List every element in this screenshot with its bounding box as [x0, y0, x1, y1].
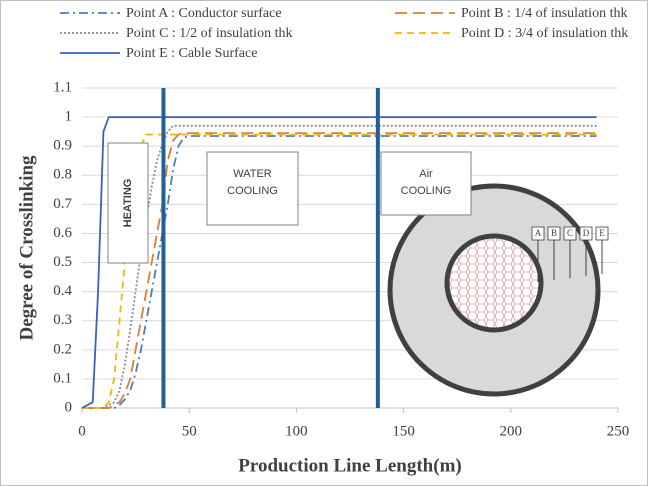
y-axis-label: Degree of Crosslinking — [16, 155, 37, 341]
y-tick-label: 0 — [65, 399, 73, 415]
probe-label: B — [551, 228, 557, 238]
x-axis-label: Production Line Length(m) — [238, 455, 461, 476]
probe-label: D — [583, 228, 590, 238]
y-tick-label: 0.4 — [53, 283, 72, 299]
legend-label: Point D : 3/4 of insulation thk — [461, 26, 628, 41]
zone-label: COOLING — [227, 185, 278, 197]
zone-label: HEATING — [122, 179, 134, 228]
zone-box — [381, 152, 471, 215]
legend-label: Point E : Cable Surface — [126, 46, 257, 61]
zone-label: COOLING — [401, 185, 452, 197]
y-tick-label: 0.9 — [53, 138, 72, 154]
probe-label: C — [567, 228, 573, 238]
x-tick-label: 0 — [78, 423, 86, 439]
x-tick-label: 200 — [500, 423, 523, 439]
y-tick-label: 0.5 — [53, 254, 72, 270]
probe-label: A — [535, 228, 542, 238]
cable-conductor — [447, 236, 541, 330]
x-tick-label: 50 — [182, 423, 197, 439]
y-tick-label: 1.1 — [53, 79, 72, 95]
y-tick-label: 0.3 — [53, 312, 72, 328]
x-tick-label: 250 — [607, 423, 630, 439]
y-tick-label: 0.8 — [53, 167, 72, 183]
y-tick-label: 1 — [65, 109, 73, 125]
y-tick-label: 0.6 — [53, 225, 72, 241]
legend-label: Point B : 1/4 of insulation thk — [461, 6, 627, 21]
x-tick-label: 150 — [392, 423, 415, 439]
y-tick-label: 0.7 — [53, 196, 72, 212]
zone-label: Air — [419, 168, 433, 180]
legend-label: Point C : 1/2 of insulation thk — [126, 26, 292, 41]
chart: Production Line Length(m) Degree of Cros… — [0, 0, 648, 486]
x-tick-label: 100 — [285, 423, 308, 439]
zone-label: WATER — [233, 168, 272, 180]
legend-label: Point A : Conductor surface — [126, 6, 282, 21]
probe-label: E — [599, 228, 605, 238]
y-tick-label: 0.1 — [53, 370, 72, 386]
y-tick-label: 0.2 — [53, 341, 72, 357]
